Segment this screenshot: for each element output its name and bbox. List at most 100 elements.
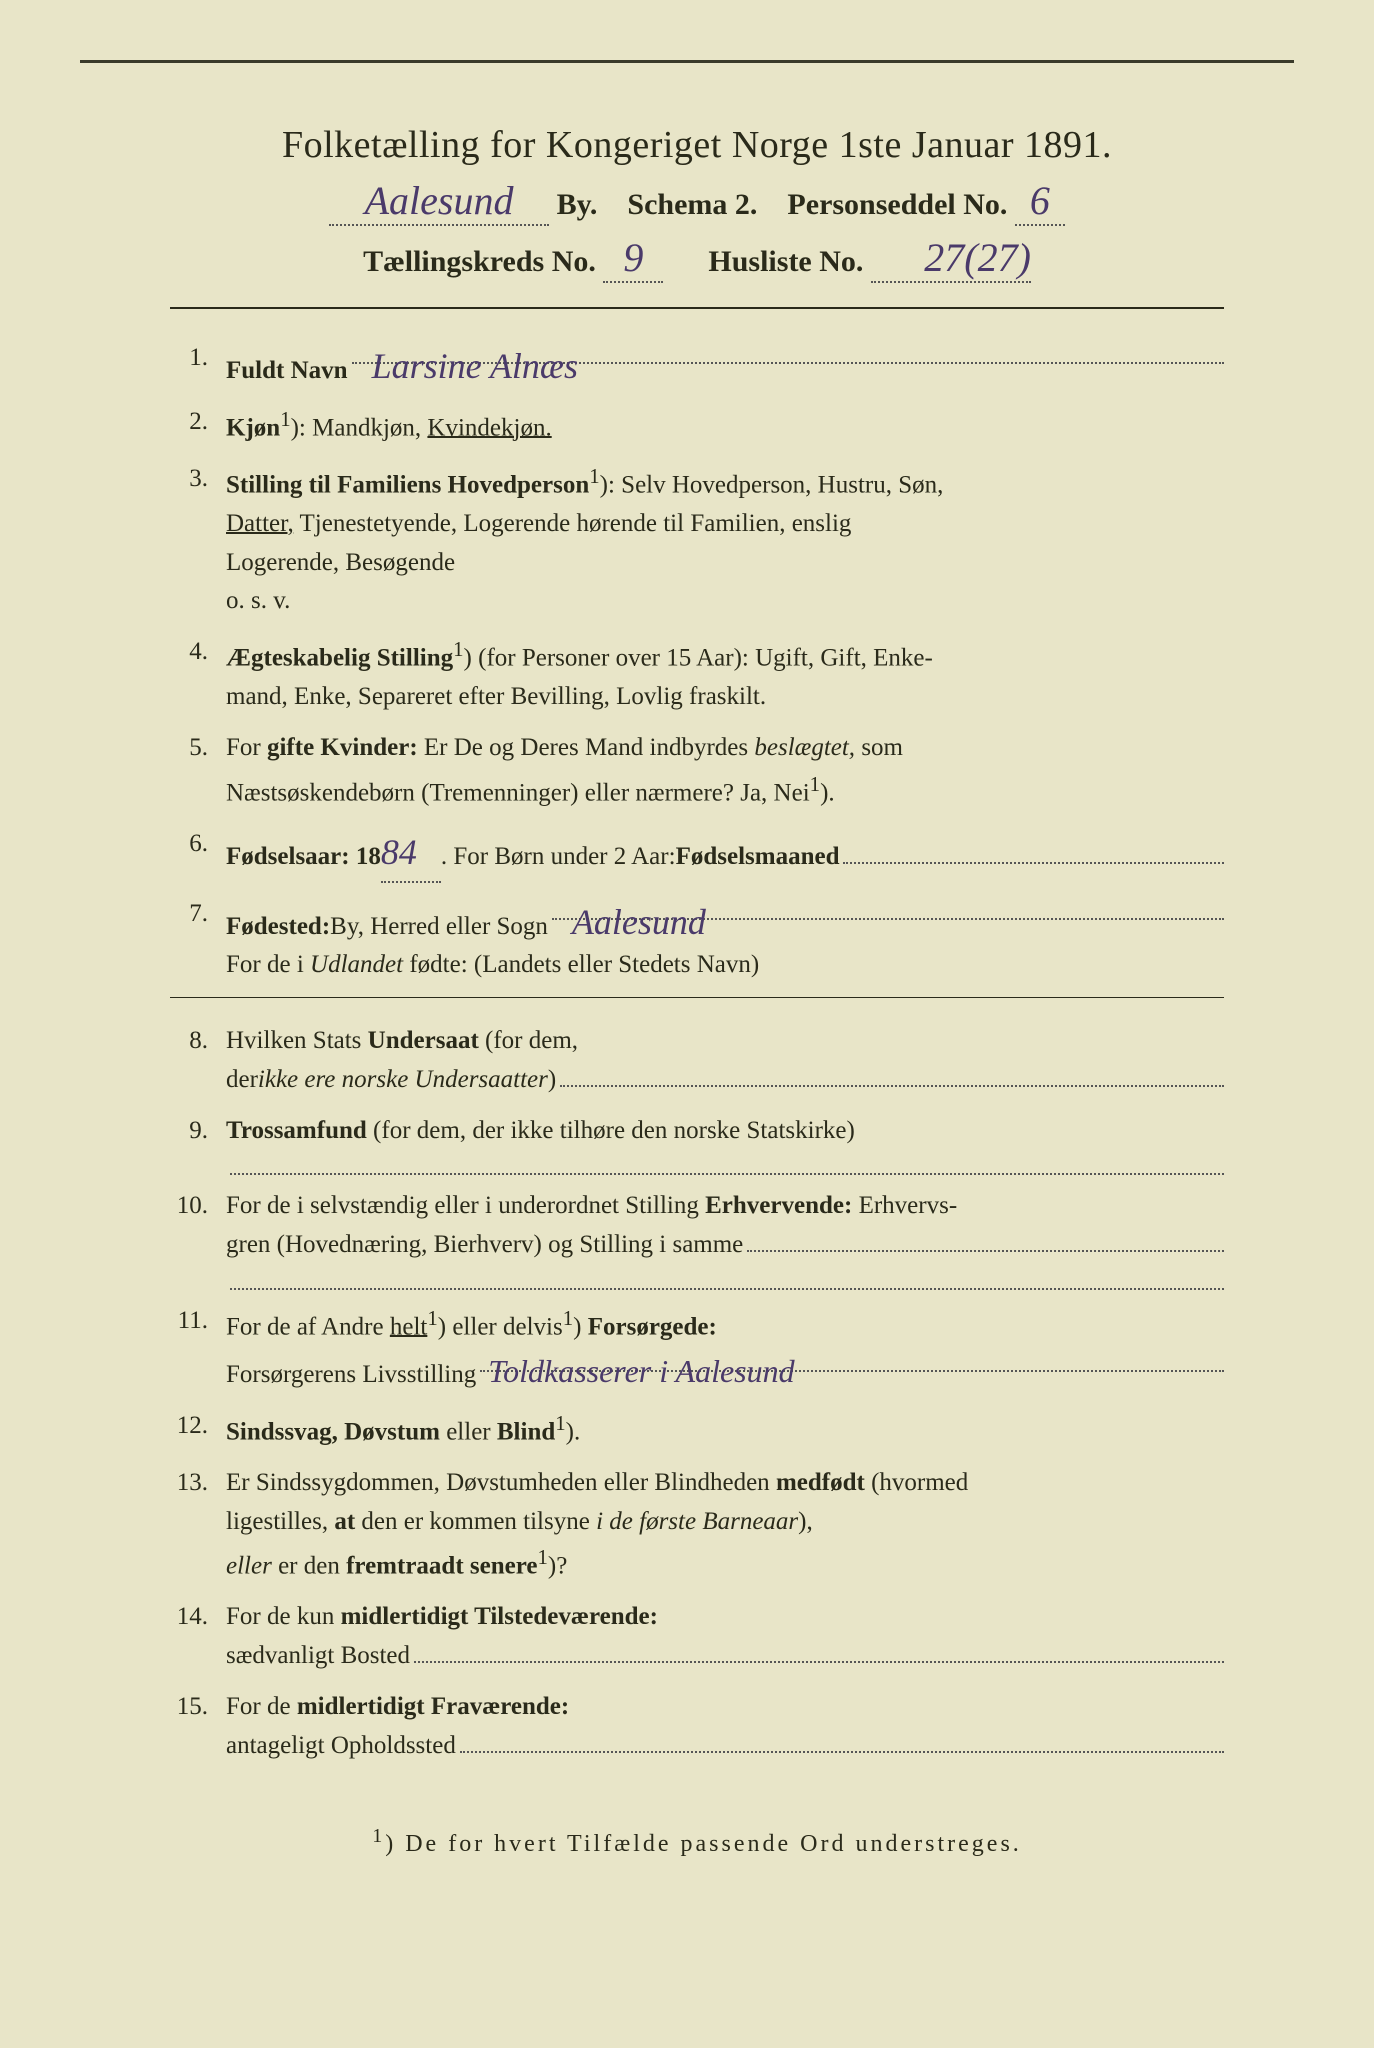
text: Forsørgerens Livsstilling xyxy=(226,1356,476,1395)
label-trossamfund: Trossamfund xyxy=(226,1117,367,1144)
text: Hvilken Stats xyxy=(226,1027,368,1054)
label-sindssvag: Sindssvag, Døvstum xyxy=(226,1418,440,1445)
header-line3: Tællingskreds No. 9 Husliste No. 27(27) xyxy=(170,234,1224,283)
row-9: 9. Trossamfund (for dem, der ikke tilhør… xyxy=(170,1112,1224,1176)
text: antageligt Opholdssted xyxy=(226,1727,456,1766)
italic: beslægtet, xyxy=(754,734,855,761)
label-kjon: Kjøn xyxy=(226,414,280,441)
sup: 1 xyxy=(563,1306,573,1330)
form-list-2: 8. Hvilken Stats Undersaat (for dem, der… xyxy=(170,1022,1224,1765)
name-handwritten: Larsine Alnæs xyxy=(352,346,578,386)
text: Næstsøskendebørn (Tremenninger) eller næ… xyxy=(226,779,810,806)
text: (for dem, der ikke tilhøre den norske St… xyxy=(367,1117,855,1144)
personseddel-no: 6 xyxy=(1015,177,1065,226)
form-list: 1. Fuldt Navn Larsine Alnæs 2. Kjøn1): M… xyxy=(170,339,1224,985)
dotted-fill: Toldkasserer i Aalesund xyxy=(480,1347,1224,1372)
row-num: 15. xyxy=(170,1688,226,1766)
livsstilling-hw: Toldkasserer i Aalesund xyxy=(480,1353,794,1389)
text: By, Herred eller Sogn xyxy=(330,908,548,947)
dotted-fill xyxy=(460,1728,1224,1753)
text: ) (for Personer over 15 Aar): Ugift, Gif… xyxy=(464,644,933,671)
label-forsorgede: Forsørgede: xyxy=(588,1313,717,1340)
row-num: 13. xyxy=(170,1464,226,1587)
sup: 1 xyxy=(427,1306,437,1330)
text: )? xyxy=(548,1553,567,1580)
sup: 1 xyxy=(453,637,463,661)
bold: medfødt xyxy=(776,1469,865,1496)
row-3: 3. Stilling til Familiens Hovedperson1):… xyxy=(170,460,1224,621)
row-5: 5. For gifte Kvinder: Er De og Deres Man… xyxy=(170,729,1224,813)
dotted-fill xyxy=(843,839,1224,864)
row-num: 4. xyxy=(170,633,226,717)
row-num: 5. xyxy=(170,729,226,813)
sup: 1 xyxy=(555,1411,565,1435)
label-fuldtnavn: Fuldt Navn xyxy=(226,352,348,391)
footnote: 1) De for hvert Tilfælde passende Ord un… xyxy=(170,1825,1224,1858)
datter-underlined: Datter, xyxy=(226,510,294,537)
text: . For Børn under 2 Aar: xyxy=(441,838,676,877)
header-line2: Aalesund By. Schema 2. Personseddel No. … xyxy=(170,177,1224,226)
text: sædvanligt Bosted xyxy=(226,1637,410,1676)
text: ) xyxy=(573,1313,588,1340)
text: ligestilles, xyxy=(226,1508,334,1535)
row-7: 7. Fødested: By, Herred eller Sogn Aales… xyxy=(170,895,1224,986)
text: ). xyxy=(566,1418,581,1445)
label-giftekvinder: gifte Kvinder: xyxy=(267,734,418,761)
label-undersaat: Undersaat xyxy=(368,1027,479,1054)
row-num: 7. xyxy=(170,895,226,986)
text: For de xyxy=(226,1693,297,1720)
text: fødte: (Landets eller Stedets Navn) xyxy=(403,951,759,978)
row-4: 4. Ægteskabelig Stilling1) (for Personer… xyxy=(170,633,1224,717)
text: der xyxy=(226,1061,258,1100)
personseddel-label: Personseddel No. xyxy=(787,188,1007,221)
sup: 1 xyxy=(537,1545,547,1569)
row-num: 8. xyxy=(170,1022,226,1100)
text: For de kun xyxy=(226,1603,341,1630)
text: For de af Andre xyxy=(226,1313,390,1340)
bold: at xyxy=(334,1508,355,1535)
header-block: Folketælling for Kongeriget Norge 1ste J… xyxy=(170,123,1224,283)
text: ): Selv Hovedperson, Hustru, Søn, xyxy=(600,471,944,498)
census-form-page: Folketælling for Kongeriget Norge 1ste J… xyxy=(80,60,1294,1988)
text: For xyxy=(226,734,267,761)
dotted-fill xyxy=(230,1150,1224,1175)
text: den er kommen tilsyne xyxy=(355,1508,596,1535)
row-8: 8. Hvilken Stats Undersaat (for dem, der… xyxy=(170,1022,1224,1100)
text: Er Sindssygdommen, Døvstumheden eller Bl… xyxy=(226,1469,776,1496)
sup: 1 xyxy=(372,1825,385,1847)
label-blind: Blind xyxy=(497,1418,555,1445)
main-title: Folketælling for Kongeriget Norge 1ste J… xyxy=(170,123,1224,167)
text: For de i xyxy=(226,951,310,978)
label-erhvervende: Erhvervende: xyxy=(705,1192,852,1219)
sup: 1 xyxy=(280,407,290,431)
row-num: 6. xyxy=(170,825,226,883)
text: ) xyxy=(548,1061,556,1100)
text: Erhvervs- xyxy=(852,1192,957,1219)
kvindekjon-underlined: Kvindekjøn. xyxy=(427,414,551,441)
text: (hvormed xyxy=(865,1469,968,1496)
text: Logerende, Besøgende xyxy=(226,549,455,576)
helt-underlined: helt xyxy=(390,1313,428,1340)
bold: midlertidigt Tilstedeværende: xyxy=(341,1603,658,1630)
text: som xyxy=(855,734,903,761)
tallingskreds-label: Tællingskreds No. xyxy=(363,245,596,278)
divider-thin xyxy=(170,997,1224,998)
row-num: 11. xyxy=(170,1302,226,1395)
bold: midlertidigt Fraværende: xyxy=(297,1693,569,1720)
city-handwritten: Aalesund xyxy=(329,177,549,226)
divider-main xyxy=(170,307,1224,309)
text: o. s. v. xyxy=(226,587,290,614)
label-fodselsaar: Fødselsaar: 18 xyxy=(226,838,381,877)
dotted-fill xyxy=(747,1227,1224,1252)
row-num: 2. xyxy=(170,403,226,448)
row-num: 10. xyxy=(170,1187,226,1290)
row-10: 10. For de i selvstændig eller i underor… xyxy=(170,1187,1224,1290)
label-aegteskab: Ægteskabelig Stilling xyxy=(226,644,453,671)
text: gren (Hovednæring, Bierhverv) og Stillin… xyxy=(226,1226,743,1265)
row-12: 12. Sindssvag, Døvstum eller Blind1). xyxy=(170,1407,1224,1452)
text: mand, Enke, Separeret efter Bevilling, L… xyxy=(226,683,766,710)
text: For de i selvstændig eller i underordnet… xyxy=(226,1192,705,1219)
husliste-label: Husliste No. xyxy=(708,245,863,278)
dotted-fill xyxy=(230,1265,1224,1290)
row-num: 9. xyxy=(170,1112,226,1176)
